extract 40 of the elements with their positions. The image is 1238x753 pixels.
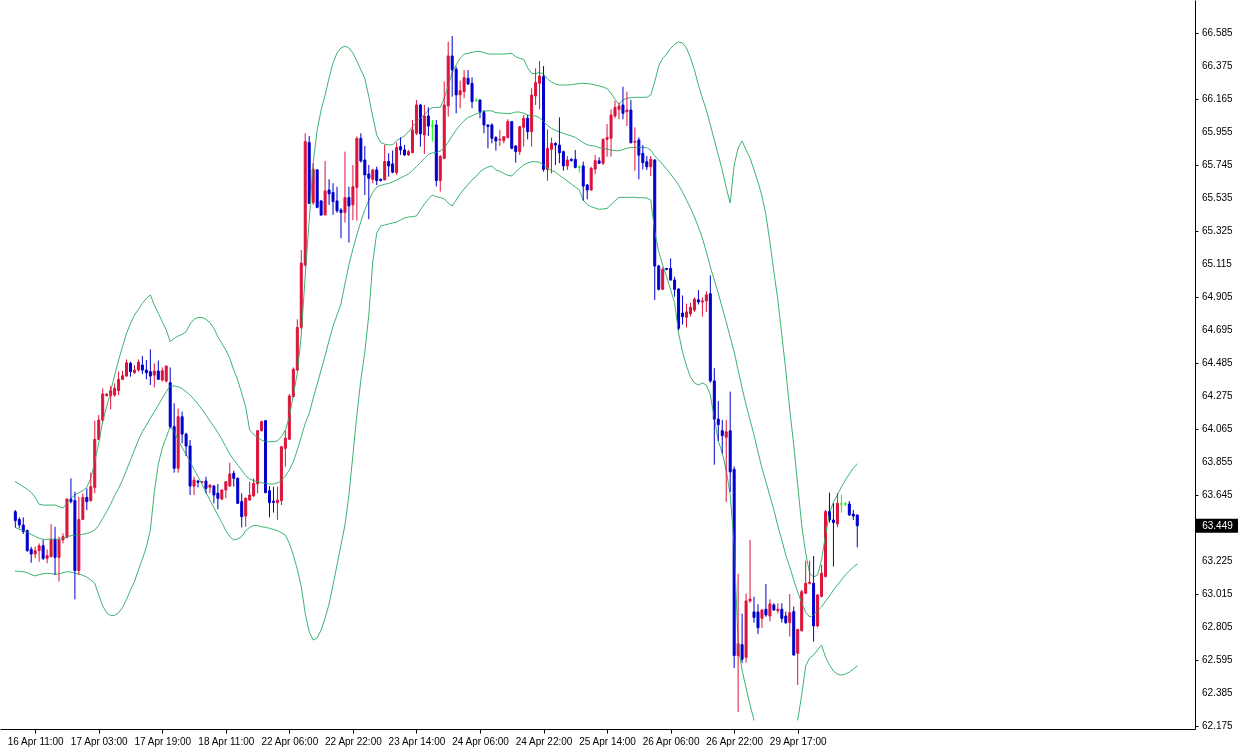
y-tick-label: 62.595 [1202,654,1234,666]
y-tick-label: 65.115 [1202,258,1233,270]
y-tick-label: 62.175 [1202,720,1234,732]
candlestick [700,296,704,318]
y-tick-label: 65.745 [1202,159,1234,170]
x-tick-label: 23 Apr 14:00 [388,735,446,747]
y-tick-label: 66.375 [1202,60,1234,71]
y-tick-label: 65.325 [1202,225,1234,236]
x-tick-label: 26 Apr 22:00 [706,735,764,747]
y-tick-label: 66.165 [1202,93,1234,104]
x-tick-label: 22 Apr 22:00 [325,735,383,747]
y-tick-label: 63.015 [1202,588,1234,600]
y-tick-label: 66.585 [1202,27,1234,38]
candlestick [208,484,212,494]
x-tick-label: 17 Apr 03:00 [70,735,129,747]
y-tick-label: 63.225 [1202,555,1234,567]
y-tick-label: 63.855 [1202,456,1234,468]
y-tick-label: 65.535 [1202,192,1234,203]
y-tick-label: 62.805 [1202,621,1234,633]
y-tick-label: 64.065 [1202,423,1234,435]
x-tick-label: 18 Apr 11:00 [198,735,255,747]
y-tick-label: 64.905 [1202,291,1234,303]
x-tick-label: 26 Apr 06:00 [642,735,700,747]
x-tick-label: 29 Apr 17:00 [769,735,827,747]
candlestick [633,126,637,172]
y-tick-label: 65.955 [1202,126,1234,137]
x-tick-label: 17 Apr 19:00 [134,735,192,747]
y-tick-label: 64.485 [1202,357,1234,369]
y-tick-label: 64.275 [1202,390,1234,402]
text: 63.449 [1202,519,1234,531]
x-tick-label: 25 Apr 14:00 [579,735,637,747]
x-tick-label: 24 Apr 22:00 [515,735,573,747]
candlestick [498,129,502,147]
y-tick-label: 64.695 [1202,324,1234,336]
x-tick-label: 16 Apr 11:00 [7,735,65,747]
x-tick-label: 24 Apr 06:00 [452,735,510,747]
y-tick-label: 62.385 [1202,687,1234,699]
y-tick-label: 63.645 [1202,489,1234,501]
x-tick-label: 22 Apr 06:00 [261,735,319,747]
line-series [14,41,858,578]
